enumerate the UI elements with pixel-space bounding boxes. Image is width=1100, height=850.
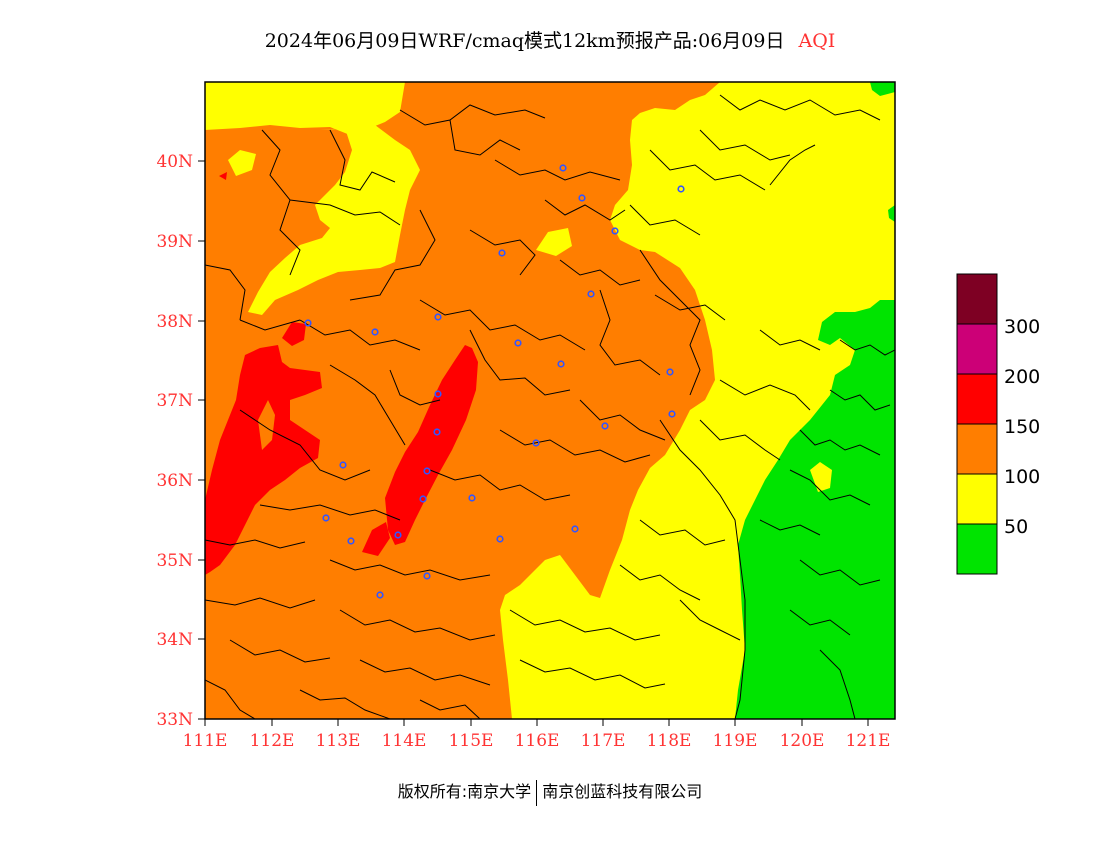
legend-swatch-purple xyxy=(956,323,998,375)
lon-label-118e: 118E xyxy=(647,731,692,751)
station-marker xyxy=(394,531,402,539)
station-marker xyxy=(347,537,355,545)
aqi-region-red-small-1 xyxy=(362,522,390,556)
aqi-region-green-edge xyxy=(888,205,895,222)
station-marker xyxy=(514,339,522,347)
station-marker xyxy=(498,249,506,257)
lon-label-112e: 112E xyxy=(250,731,295,751)
legend-label-200: 200 xyxy=(1004,366,1040,388)
map-title: 2024年06月09日WRF/cmaq模式12km预报产品:06月09日 AQI xyxy=(0,26,1100,53)
legend-label-300: 300 xyxy=(1004,316,1040,338)
lon-label-116e: 116E xyxy=(515,731,560,751)
station-marker xyxy=(322,514,330,522)
lon-label-117e: 117E xyxy=(581,731,626,751)
copyright-right: 南京创蓝科技有限公司 xyxy=(542,782,703,801)
lat-label-37n: 37N xyxy=(156,391,193,411)
station-marker xyxy=(611,227,619,235)
legend-swatch-orange xyxy=(956,423,998,475)
station-marker xyxy=(423,467,431,475)
title-product: AQI xyxy=(798,30,836,52)
lat-label-34n: 34N xyxy=(156,630,193,650)
station-marker xyxy=(419,495,427,503)
lon-label-119e: 119E xyxy=(713,731,758,751)
aqi-region-yellow-small-1 xyxy=(228,150,256,176)
station-marker xyxy=(423,572,431,580)
boundary-lines xyxy=(205,94,895,719)
station-marker xyxy=(587,290,595,298)
station-marker xyxy=(434,390,442,398)
lat-label-39n: 39N xyxy=(156,232,193,252)
station-marker xyxy=(559,164,567,172)
aqi-region-red-central xyxy=(385,345,478,545)
copyright-left: 版权所有:南京大学 xyxy=(397,782,532,801)
lat-label-36n: 36N xyxy=(156,471,193,491)
legend-swatch-maroon xyxy=(956,273,998,325)
lat-label-33n: 33N xyxy=(156,710,193,730)
lat-label-40n: 40N xyxy=(156,152,193,172)
aqi-legend: 300 200 150 100 50 xyxy=(956,273,1040,575)
station-marker xyxy=(433,428,441,436)
aqi-region-red-west-hole xyxy=(258,400,275,450)
lon-label-114e: 114E xyxy=(382,731,427,751)
copyright-separator xyxy=(536,779,538,806)
legend-swatch-green xyxy=(956,523,998,575)
lat-label-35n: 35N xyxy=(156,551,193,571)
station-marker xyxy=(468,494,476,502)
city-stations xyxy=(304,164,685,599)
station-marker xyxy=(532,439,540,447)
lon-label-120e: 120E xyxy=(780,731,825,751)
aqi-region-green-east xyxy=(735,300,895,719)
aqi-region-yellow-small-2 xyxy=(536,228,572,256)
legend-label-50: 50 xyxy=(1004,516,1028,538)
aqi-field xyxy=(205,82,895,719)
station-marker xyxy=(557,360,565,368)
lon-label-121e: 121E xyxy=(846,731,891,751)
station-marker xyxy=(571,525,579,533)
station-marker xyxy=(371,328,379,336)
station-marker xyxy=(601,422,609,430)
station-marker xyxy=(666,368,674,376)
lon-label-111e: 111E xyxy=(183,731,228,751)
lon-label-115e: 115E xyxy=(449,731,494,751)
legend-swatch-red xyxy=(956,373,998,425)
lat-axis: 33N 34N 35N 36N 37N 38N 39N 40N xyxy=(156,152,205,730)
legend-swatch-yellow xyxy=(956,473,998,525)
aqi-region-red-small-2 xyxy=(282,322,306,346)
station-marker xyxy=(339,461,347,469)
station-marker xyxy=(376,591,384,599)
legend-label-100: 100 xyxy=(1004,466,1040,488)
copyright-footer: 版权所有:南京大学 南京创蓝科技有限公司 xyxy=(0,778,1100,806)
aqi-region-green-north xyxy=(870,82,895,96)
lon-label-113e: 113E xyxy=(316,731,361,751)
station-marker xyxy=(677,185,685,193)
station-marker xyxy=(578,194,586,202)
aqi-region-yellow-nw xyxy=(248,125,420,315)
station-marker xyxy=(304,319,312,327)
station-marker xyxy=(496,535,504,543)
aqi-region-red-west xyxy=(205,345,322,575)
aqi-region-yellow-island xyxy=(810,462,832,492)
aqi-region-red-small-3 xyxy=(219,172,227,180)
station-marker xyxy=(668,410,676,418)
station-marker xyxy=(434,313,442,321)
lat-label-38n: 38N xyxy=(156,312,193,332)
legend-label-150: 150 xyxy=(1004,416,1040,438)
title-main: 2024年06月09日WRF/cmaq模式12km预报产品:06月09日 xyxy=(264,30,785,52)
lon-axis: 111E 112E 113E 114E 115E 116E 117E 118E … xyxy=(183,719,891,751)
